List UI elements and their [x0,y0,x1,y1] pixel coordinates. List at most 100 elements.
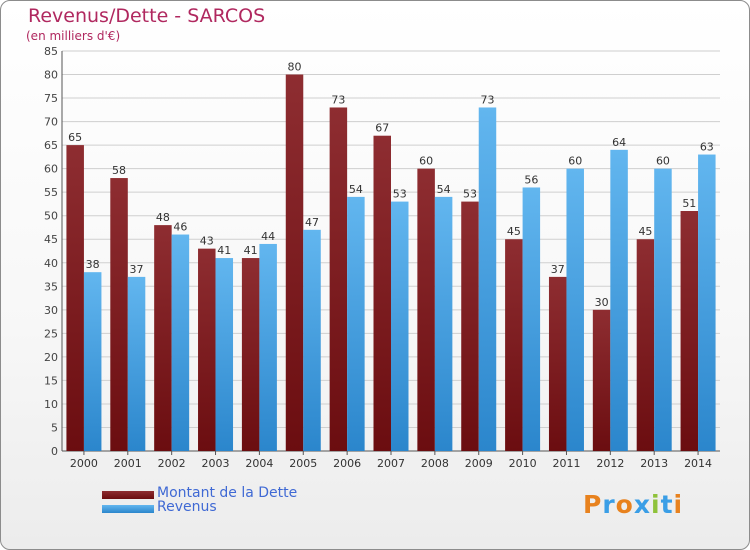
bar-dette [241,258,260,451]
data-label-dette: 48 [156,211,170,224]
data-label-revenus: 37 [130,263,144,276]
y-tick-label: 50 [44,210,58,223]
y-tick-label: 70 [44,116,58,129]
bar-dette [110,178,128,451]
legend-label-dette: Montant de la Dette [157,485,298,501]
y-tick-label: 5 [51,421,58,434]
x-tick-label: 2001 [114,457,142,470]
legend-swatch-revenus [102,505,154,513]
x-tick-label: 2014 [684,457,712,470]
bar-dette [548,276,567,451]
data-label-dette: 41 [244,244,258,257]
bar-dette [329,107,348,452]
logo-letter: t [660,490,674,519]
data-label-dette: 45 [638,225,652,238]
bar-revenus [127,276,146,451]
data-label-revenus: 64 [612,136,626,149]
proxiti-logo: Proxiti [583,490,683,519]
bar-dette [66,145,84,451]
logo-letter: i [651,490,661,519]
y-tick-label: 25 [44,327,58,340]
x-tick-label: 2002 [158,457,186,470]
data-label-revenus: 54 [437,183,451,196]
x-tick-label: 2007 [377,457,405,470]
bar-revenus [171,234,190,451]
bar-dette [198,248,216,451]
y-tick-label: 20 [44,351,58,364]
bar-dette [373,135,391,452]
data-label-revenus: 41 [217,244,231,257]
data-label-revenus: 56 [524,173,538,186]
y-tick-label: 55 [44,186,58,199]
x-tick-label: 2010 [509,457,537,470]
data-label-dette: 30 [595,296,609,309]
y-tick-label: 40 [44,257,58,270]
bar-dette [636,239,655,451]
bar-revenus [391,201,409,451]
data-label-dette: 37 [551,263,565,276]
y-tick-label: 60 [44,163,58,176]
data-label-dette: 53 [463,188,477,201]
data-label-dette: 43 [200,235,214,248]
logo-letter: r [602,490,616,519]
data-label-revenus: 46 [173,221,187,234]
data-label-dette: 73 [331,93,345,106]
y-tick-label: 75 [44,92,58,105]
data-label-dette: 58 [112,164,126,177]
chart-title: Revenus/Dette - SARCOS [28,5,266,27]
bar-revenus [478,107,497,452]
logo-letter: x [633,490,651,519]
data-label-revenus: 60 [656,155,670,168]
chart-subtitle: (en milliers d'€) [26,29,121,43]
bar-revenus [522,187,541,451]
logo-letter: i [673,490,684,519]
y-tick-label: 15 [44,374,58,387]
bar-dette [680,211,699,451]
y-tick-label: 10 [44,398,58,411]
x-tick-label: 2009 [465,457,493,470]
logo-letter: P [583,490,603,519]
x-tick-label: 2004 [245,457,273,470]
bar-revenus [83,272,102,451]
bar-dette [285,74,304,451]
legend-label-revenus: Revenus [157,499,217,515]
y-tick-label: 0 [51,445,58,458]
data-label-revenus: 53 [393,188,407,201]
bar-revenus [566,168,584,451]
data-label-dette: 67 [375,122,389,135]
legend-swatch-dette [102,491,154,499]
bar-revenus [347,196,365,451]
data-label-dette: 60 [419,155,433,168]
bar-revenus [698,154,716,451]
x-tick-label: 2013 [640,457,668,470]
data-label-dette: 80 [288,61,302,74]
x-tick-label: 2008 [421,457,449,470]
data-label-revenus: 47 [305,216,319,229]
bar-revenus [654,168,672,451]
bar-dette [417,168,435,451]
y-tick-label: 65 [44,139,58,152]
x-tick-label: 2006 [333,457,361,470]
data-label-dette: 65 [68,131,82,144]
x-tick-label: 2012 [596,457,624,470]
bar-revenus [434,196,453,451]
data-label-revenus: 44 [261,230,275,243]
bar-dette [592,309,611,451]
bar-dette [505,239,523,451]
y-tick-label: 35 [44,280,58,293]
y-tick-label: 80 [44,69,58,82]
data-label-dette: 45 [507,225,521,238]
y-tick-label: 30 [44,304,58,317]
data-label-revenus: 73 [480,93,494,106]
data-label-dette: 51 [682,197,696,210]
bar-revenus [259,243,277,451]
y-tick-label: 85 [44,45,58,58]
bar-revenus [610,149,628,451]
data-label-revenus: 63 [700,141,714,154]
bar-revenus [215,258,234,451]
x-tick-label: 2000 [70,457,98,470]
y-tick-label: 45 [44,233,58,246]
x-tick-label: 2003 [202,457,230,470]
x-tick-label: 2005 [289,457,317,470]
